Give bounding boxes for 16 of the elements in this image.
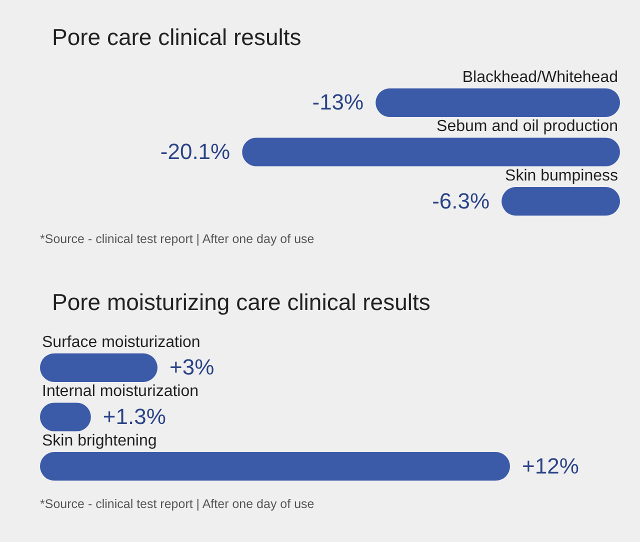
data-label: +3% [170,354,214,380]
chart-title: Pore care clinical results [52,23,302,52]
y-tick-label: Sebum and oil production [436,118,618,136]
y-tick-label: Internal moisturization [42,383,199,400]
data-label: -20.1% [160,139,230,164]
text: *Source - clinical test report | After one day of use [40,232,316,246]
y-tick-label: Surface moisturization [42,334,200,351]
data-label: -6.3% [432,188,490,214]
y-tick-label: Skin brightening [42,432,157,450]
data-label: +1.3% [102,404,166,430]
y-tick-label: Blackhead/Whitehead [462,68,618,86]
y-tick-label: Skin bumpiness [505,167,618,184]
chart-title: Pore moisturizing care clinical results [52,288,432,317]
text: *Source - clinical test report | After one day of use [40,497,316,511]
data-label: +12% [522,453,579,478]
data-label: -13% [312,90,364,115]
